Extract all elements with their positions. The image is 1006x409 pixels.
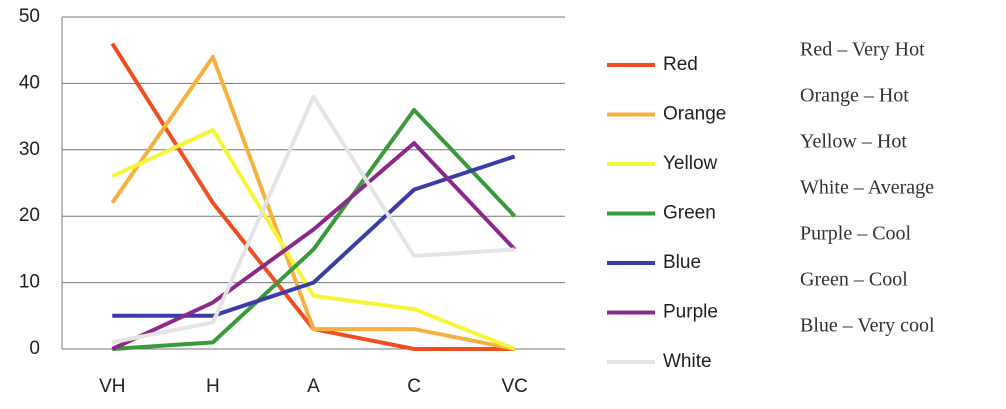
series-line	[112, 154, 516, 318]
series-line	[112, 107, 517, 351]
x-tick-label: VH	[99, 376, 125, 397]
annotation: White – Average	[800, 177, 934, 199]
annotation: Blue – Very cool	[800, 315, 935, 337]
series-line	[111, 127, 516, 351]
annotation: Green – Cool	[800, 269, 908, 291]
x-tick-label: H	[206, 376, 220, 397]
series-line	[110, 54, 516, 351]
legend-label: Red	[663, 54, 698, 75]
series-line	[110, 42, 515, 351]
y-tick-label: 50	[19, 6, 40, 27]
x-tick-label: C	[407, 376, 421, 397]
y-tick-label: 30	[19, 139, 40, 160]
y-tick-label: 10	[19, 272, 40, 293]
annotation: Yellow – Hot	[800, 131, 907, 153]
legend-label: Purple	[663, 302, 718, 323]
y-tick-label: 0	[29, 338, 40, 359]
annotation: Red – Very Hot	[800, 39, 925, 61]
y-tick-label: 40	[19, 72, 40, 93]
series-line	[111, 141, 517, 351]
annotation: Purple – Cool	[800, 223, 912, 245]
y-tick-label: 20	[19, 205, 40, 226]
legend-label: Green	[663, 203, 716, 224]
legend-label: Yellow	[663, 153, 718, 174]
x-tick-label: VC	[501, 376, 527, 397]
x-tick-label: A	[307, 376, 320, 397]
legend-label: Blue	[663, 252, 701, 273]
legend-label: White	[663, 351, 712, 372]
legend-label: Orange	[663, 104, 726, 125]
annotation: Orange – Hot	[800, 85, 909, 107]
series-line	[111, 94, 515, 345]
